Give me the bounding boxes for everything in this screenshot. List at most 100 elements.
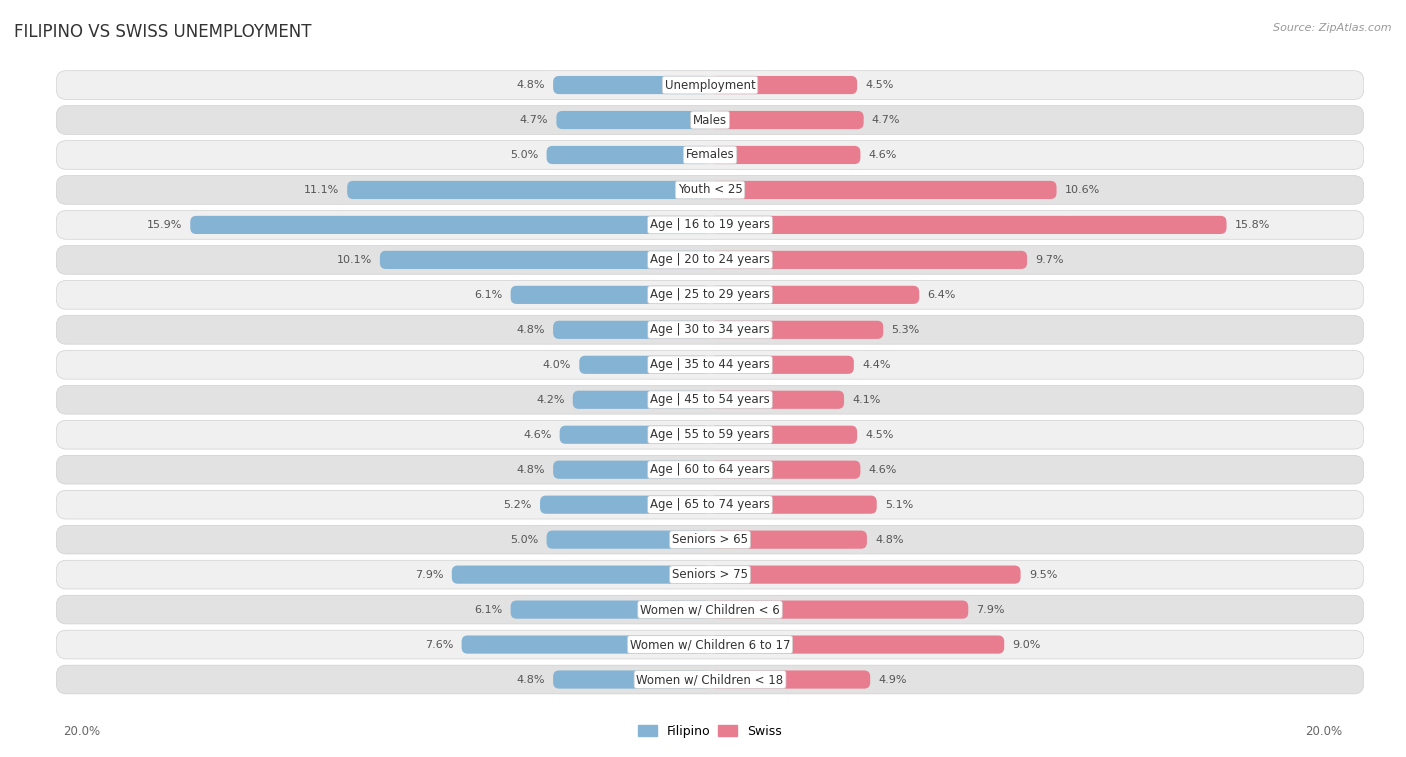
Text: 20.0%: 20.0%: [63, 725, 100, 738]
FancyBboxPatch shape: [461, 635, 710, 653]
FancyBboxPatch shape: [347, 181, 710, 199]
FancyBboxPatch shape: [190, 216, 710, 234]
FancyBboxPatch shape: [56, 456, 1364, 484]
FancyBboxPatch shape: [579, 356, 710, 374]
Text: Age | 60 to 64 years: Age | 60 to 64 years: [650, 463, 770, 476]
Text: 9.5%: 9.5%: [1029, 569, 1057, 580]
FancyBboxPatch shape: [710, 285, 920, 304]
Text: 9.7%: 9.7%: [1035, 255, 1064, 265]
FancyBboxPatch shape: [553, 76, 710, 94]
Text: 11.1%: 11.1%: [304, 185, 339, 195]
FancyBboxPatch shape: [553, 321, 710, 339]
FancyBboxPatch shape: [56, 245, 1364, 274]
Text: 15.9%: 15.9%: [146, 220, 183, 230]
Text: Seniors > 75: Seniors > 75: [672, 568, 748, 581]
FancyBboxPatch shape: [710, 425, 858, 444]
Text: 10.1%: 10.1%: [336, 255, 371, 265]
FancyBboxPatch shape: [710, 216, 1226, 234]
Text: 5.2%: 5.2%: [503, 500, 531, 509]
FancyBboxPatch shape: [710, 146, 860, 164]
FancyBboxPatch shape: [710, 111, 863, 129]
FancyBboxPatch shape: [56, 665, 1364, 694]
Text: 4.1%: 4.1%: [852, 394, 880, 405]
Text: Age | 16 to 19 years: Age | 16 to 19 years: [650, 219, 770, 232]
Text: Males: Males: [693, 114, 727, 126]
Text: Women w/ Children 6 to 17: Women w/ Children 6 to 17: [630, 638, 790, 651]
Text: 20.0%: 20.0%: [1306, 725, 1343, 738]
Text: 15.8%: 15.8%: [1234, 220, 1270, 230]
Text: 5.3%: 5.3%: [891, 325, 920, 335]
Text: 4.8%: 4.8%: [516, 80, 546, 90]
FancyBboxPatch shape: [710, 531, 868, 549]
FancyBboxPatch shape: [560, 425, 710, 444]
Text: Age | 45 to 54 years: Age | 45 to 54 years: [650, 394, 770, 407]
Text: Age | 65 to 74 years: Age | 65 to 74 years: [650, 498, 770, 511]
FancyBboxPatch shape: [710, 321, 883, 339]
FancyBboxPatch shape: [553, 460, 710, 479]
Text: Age | 55 to 59 years: Age | 55 to 59 years: [650, 428, 770, 441]
FancyBboxPatch shape: [710, 356, 853, 374]
Text: Women w/ Children < 18: Women w/ Children < 18: [637, 673, 783, 686]
Text: 4.0%: 4.0%: [543, 360, 571, 370]
Text: 4.7%: 4.7%: [872, 115, 900, 125]
FancyBboxPatch shape: [510, 285, 710, 304]
Text: 7.9%: 7.9%: [976, 605, 1005, 615]
Text: Age | 30 to 34 years: Age | 30 to 34 years: [650, 323, 770, 336]
Text: 4.6%: 4.6%: [523, 430, 551, 440]
Text: 4.8%: 4.8%: [516, 674, 546, 684]
Text: Unemployment: Unemployment: [665, 79, 755, 92]
Text: 4.5%: 4.5%: [865, 430, 894, 440]
FancyBboxPatch shape: [710, 635, 1004, 653]
FancyBboxPatch shape: [451, 565, 710, 584]
Text: 4.4%: 4.4%: [862, 360, 890, 370]
FancyBboxPatch shape: [572, 391, 710, 409]
Text: FILIPINO VS SWISS UNEMPLOYMENT: FILIPINO VS SWISS UNEMPLOYMENT: [14, 23, 312, 41]
Text: Seniors > 65: Seniors > 65: [672, 533, 748, 546]
FancyBboxPatch shape: [710, 496, 877, 514]
FancyBboxPatch shape: [540, 496, 710, 514]
Text: 7.9%: 7.9%: [415, 569, 444, 580]
Text: Age | 35 to 44 years: Age | 35 to 44 years: [650, 358, 770, 371]
Text: Youth < 25: Youth < 25: [678, 183, 742, 197]
FancyBboxPatch shape: [56, 595, 1364, 624]
Text: Age | 20 to 24 years: Age | 20 to 24 years: [650, 254, 770, 266]
Text: 5.0%: 5.0%: [510, 150, 538, 160]
Text: 9.0%: 9.0%: [1012, 640, 1040, 650]
Text: 4.2%: 4.2%: [536, 394, 565, 405]
FancyBboxPatch shape: [56, 491, 1364, 519]
Text: Females: Females: [686, 148, 734, 161]
FancyBboxPatch shape: [56, 176, 1364, 204]
FancyBboxPatch shape: [56, 631, 1364, 659]
FancyBboxPatch shape: [547, 146, 710, 164]
Text: 4.6%: 4.6%: [869, 150, 897, 160]
FancyBboxPatch shape: [380, 251, 710, 269]
Text: 6.4%: 6.4%: [928, 290, 956, 300]
FancyBboxPatch shape: [510, 600, 710, 618]
Text: 4.5%: 4.5%: [865, 80, 894, 90]
FancyBboxPatch shape: [547, 531, 710, 549]
Text: 6.1%: 6.1%: [474, 290, 502, 300]
FancyBboxPatch shape: [56, 210, 1364, 239]
FancyBboxPatch shape: [56, 350, 1364, 379]
Text: 10.6%: 10.6%: [1064, 185, 1099, 195]
FancyBboxPatch shape: [56, 141, 1364, 170]
Text: 5.1%: 5.1%: [884, 500, 912, 509]
FancyBboxPatch shape: [710, 565, 1021, 584]
FancyBboxPatch shape: [710, 671, 870, 689]
FancyBboxPatch shape: [56, 420, 1364, 449]
FancyBboxPatch shape: [56, 525, 1364, 554]
Text: 6.1%: 6.1%: [474, 605, 502, 615]
Text: Age | 25 to 29 years: Age | 25 to 29 years: [650, 288, 770, 301]
Text: 4.9%: 4.9%: [879, 674, 907, 684]
FancyBboxPatch shape: [710, 251, 1028, 269]
FancyBboxPatch shape: [56, 106, 1364, 134]
FancyBboxPatch shape: [56, 385, 1364, 414]
Text: 4.8%: 4.8%: [875, 534, 904, 544]
Text: 7.6%: 7.6%: [425, 640, 453, 650]
FancyBboxPatch shape: [710, 391, 844, 409]
Text: 4.8%: 4.8%: [516, 465, 546, 475]
Text: Women w/ Children < 6: Women w/ Children < 6: [640, 603, 780, 616]
FancyBboxPatch shape: [56, 316, 1364, 344]
Text: 4.8%: 4.8%: [516, 325, 546, 335]
FancyBboxPatch shape: [56, 70, 1364, 99]
